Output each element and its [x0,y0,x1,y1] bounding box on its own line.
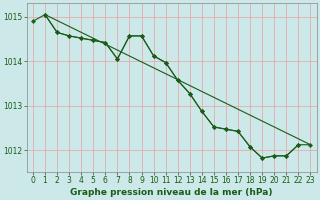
X-axis label: Graphe pression niveau de la mer (hPa): Graphe pression niveau de la mer (hPa) [70,188,273,197]
